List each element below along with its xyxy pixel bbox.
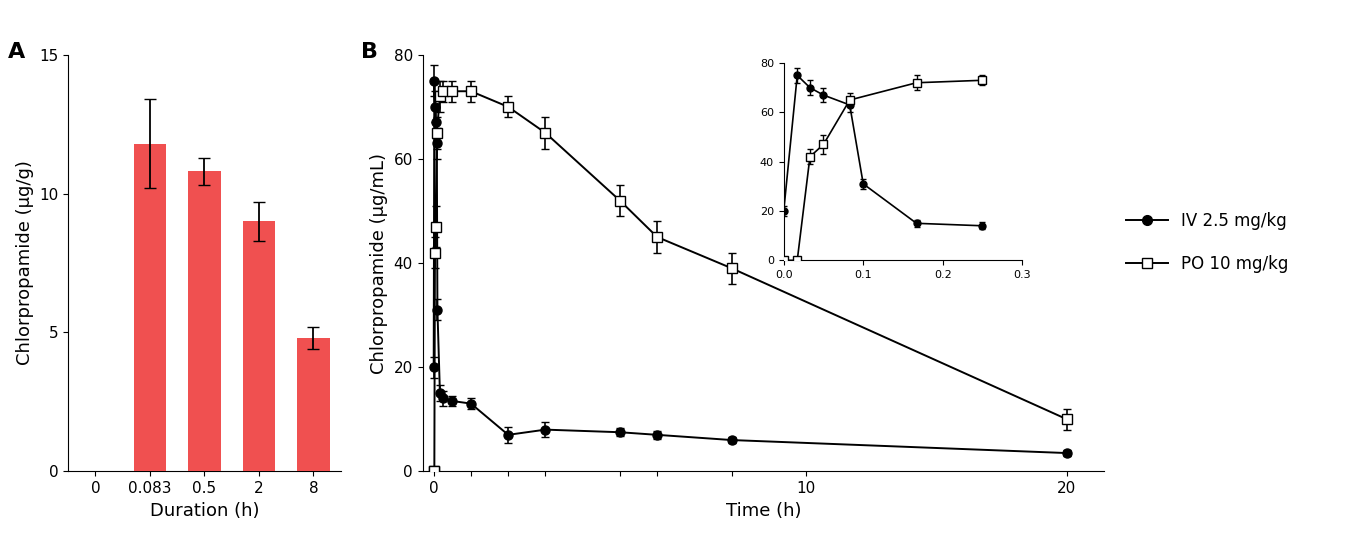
X-axis label: Time (h): Time (h) bbox=[725, 501, 801, 520]
Bar bbox=[243, 221, 275, 471]
Text: B: B bbox=[361, 42, 378, 62]
Bar bbox=[297, 338, 330, 471]
Y-axis label: Chlorpropamide (µg/g): Chlorpropamide (µg/g) bbox=[15, 161, 34, 366]
Bar bbox=[188, 172, 221, 471]
X-axis label: Duration (h): Duration (h) bbox=[150, 501, 259, 520]
Bar bbox=[134, 144, 166, 471]
Y-axis label: Chlorpropamide (µg/mL): Chlorpropamide (µg/mL) bbox=[369, 152, 388, 374]
Text: A: A bbox=[8, 42, 26, 62]
Legend: IV 2.5 mg/kg, PO 10 mg/kg: IV 2.5 mg/kg, PO 10 mg/kg bbox=[1126, 212, 1288, 273]
